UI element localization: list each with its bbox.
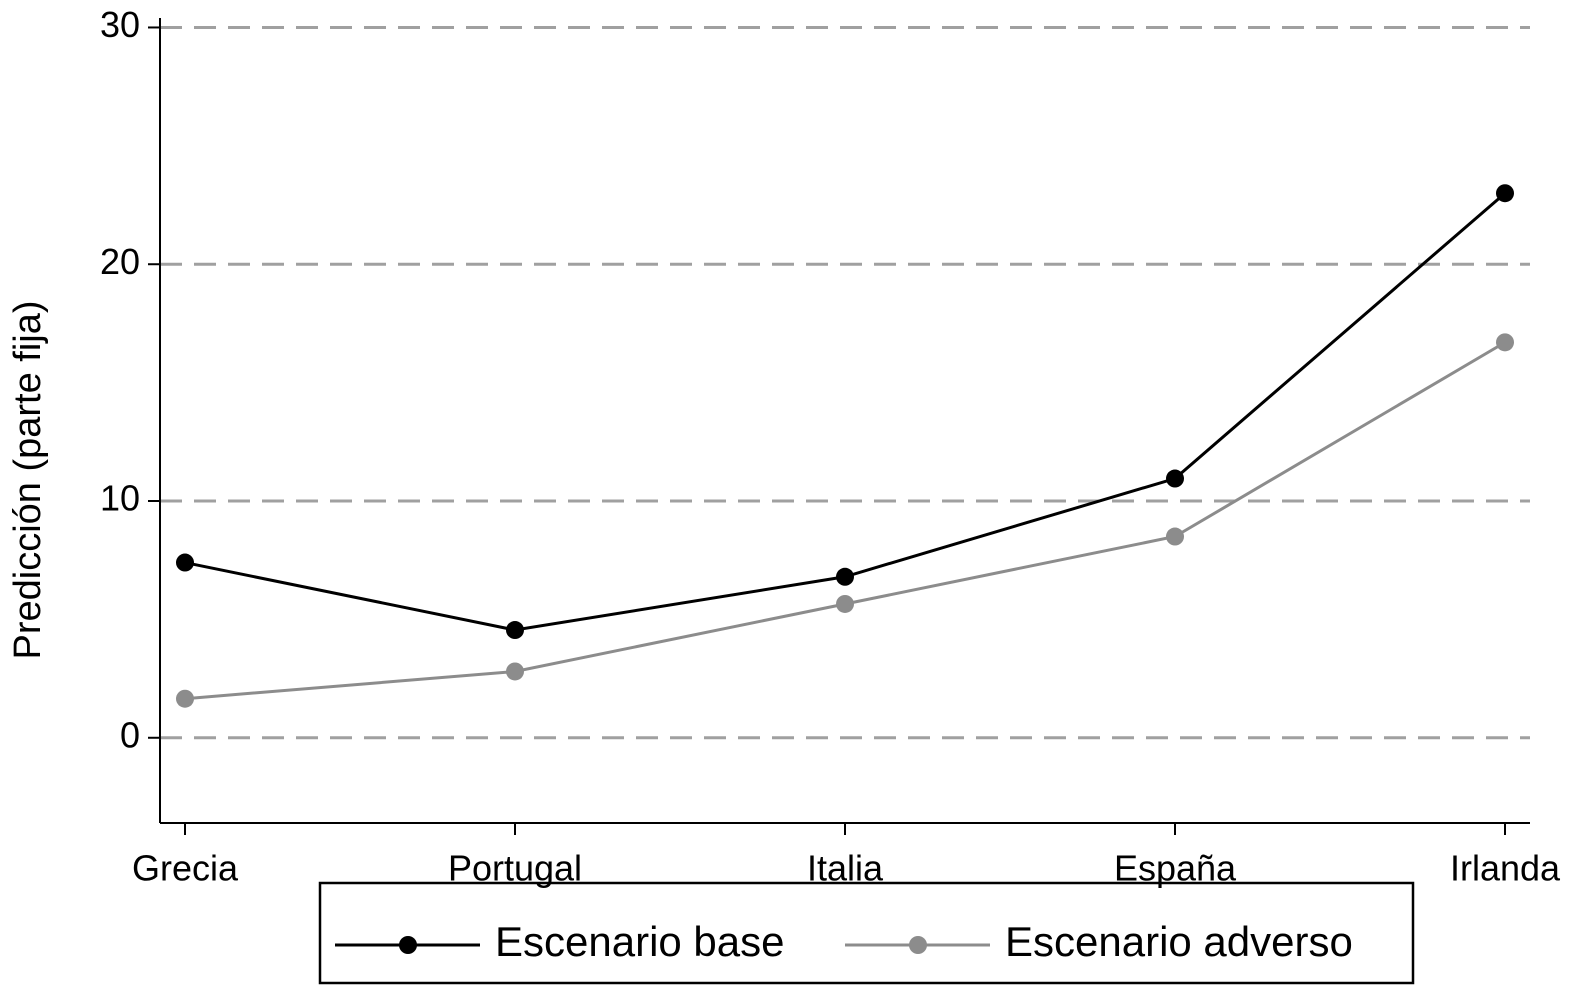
series-line	[184, 192, 1506, 632]
x-tick-label: España	[1114, 848, 1237, 889]
y-tick-label: 20	[100, 241, 140, 282]
data-point	[506, 662, 524, 681]
data-point	[506, 621, 524, 640]
series-line	[184, 341, 1506, 701]
data-point	[1166, 469, 1184, 488]
data-point	[1166, 527, 1184, 546]
x-tick-label: Portugal	[448, 848, 582, 889]
y-tick-label: 10	[100, 478, 140, 519]
legend-box	[318, 881, 1415, 985]
data-point	[176, 689, 194, 708]
legend-label: Escenario base	[495, 918, 785, 965]
legend-marker	[399, 936, 417, 954]
data-point	[836, 567, 854, 586]
x-tick-label: Irlanda	[1450, 848, 1561, 889]
data-point	[1496, 184, 1514, 203]
legend-marker	[909, 936, 927, 954]
x-tick-label: Italia	[807, 848, 884, 889]
data-point	[836, 594, 854, 613]
y-tick-label: 0	[120, 714, 140, 755]
x-tick-label: Grecia	[132, 848, 239, 889]
data-point	[1496, 333, 1514, 352]
y-tick-label: 30	[100, 4, 140, 45]
legend-label: Escenario adverso	[1005, 918, 1353, 965]
data-point	[176, 553, 194, 572]
y-axis-label: Predicción (parte fija)	[7, 300, 49, 659]
